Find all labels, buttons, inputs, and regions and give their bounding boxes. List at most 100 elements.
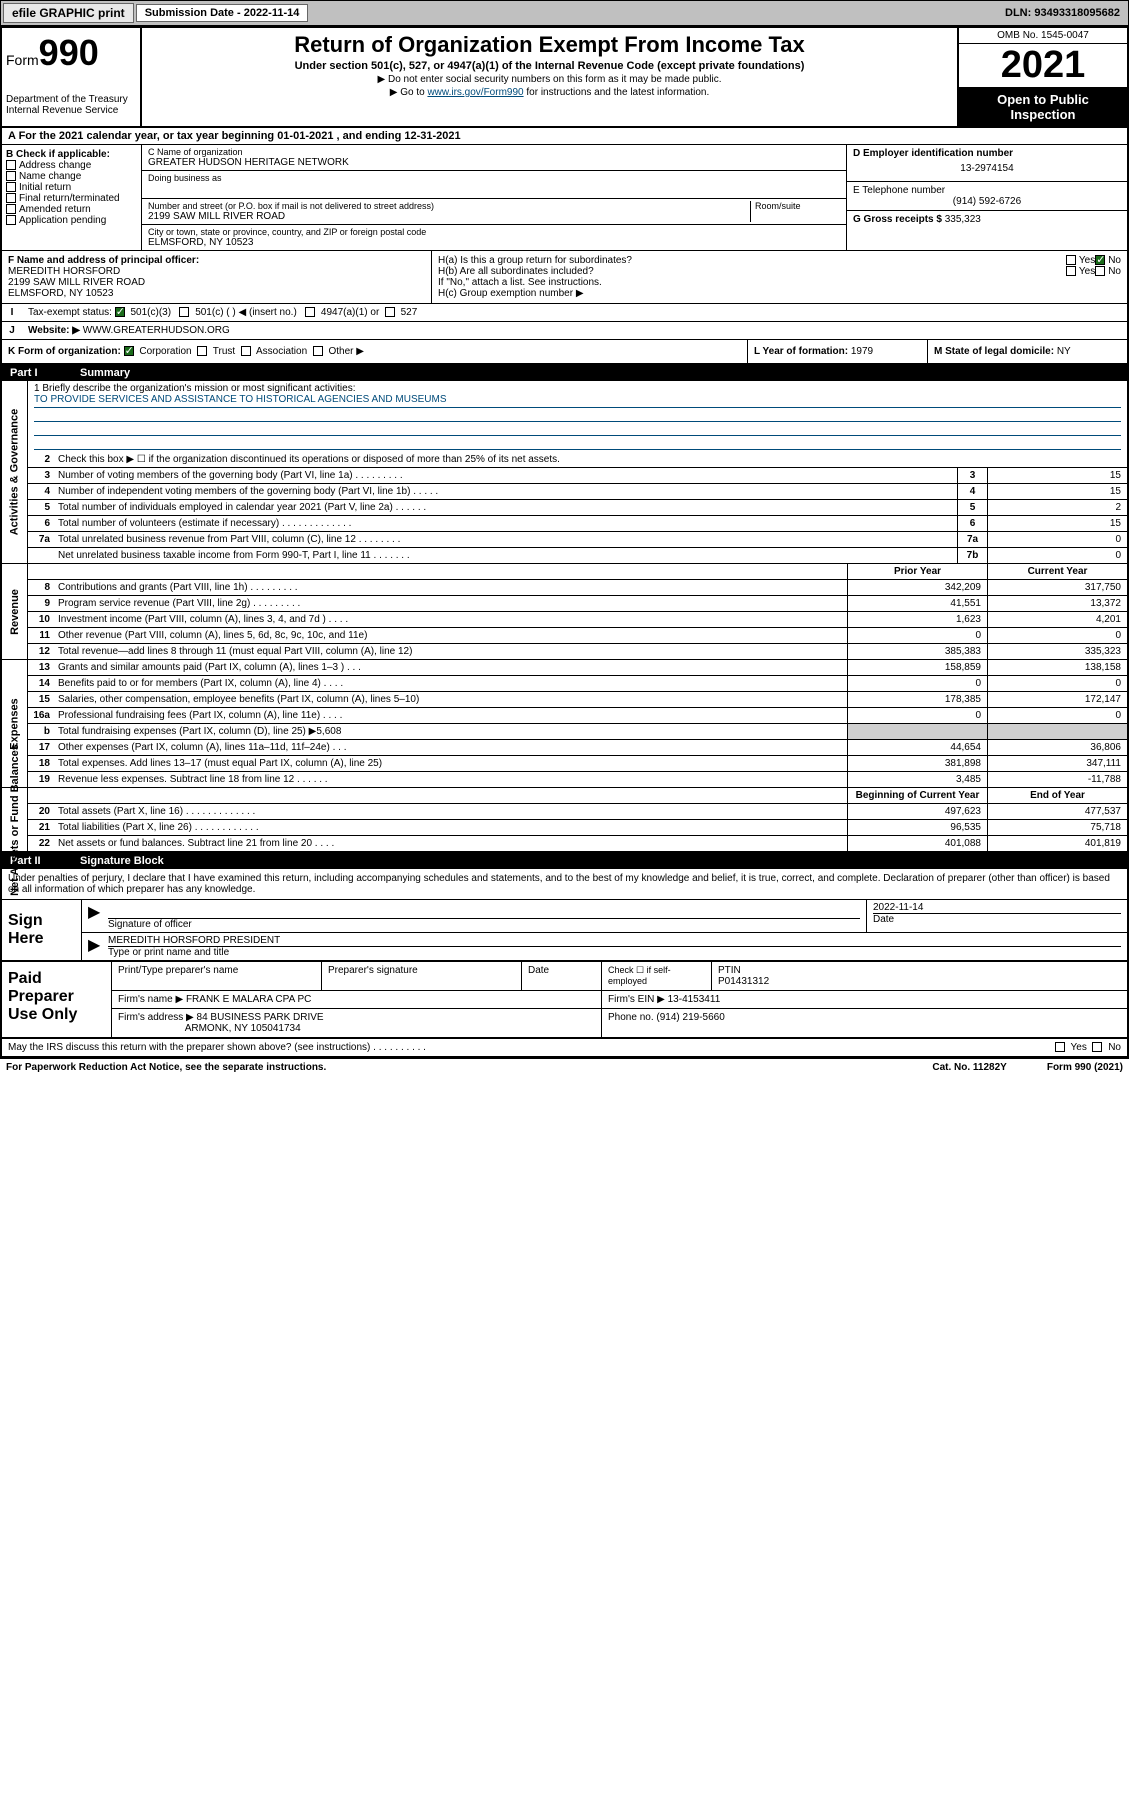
firm-phone: (914) 219-5660 <box>656 1012 724 1023</box>
p16a: 0 <box>847 708 987 723</box>
phone-value: (914) 592-6726 <box>853 196 1121 207</box>
may-irs-no[interactable] <box>1092 1042 1102 1052</box>
b20: 497,623 <box>847 804 987 819</box>
sig-date: 2022-11-14 <box>873 902 1121 913</box>
form-title: Return of Organization Exempt From Incom… <box>150 32 949 58</box>
cb-501c3[interactable] <box>115 307 125 317</box>
firm-ein-label: Firm's EIN ▶ <box>608 994 665 1005</box>
self-employed-cb[interactable]: Check ☐ if self-employed <box>602 962 712 990</box>
ha-yes[interactable] <box>1066 255 1076 265</box>
cb-trust[interactable] <box>197 346 207 356</box>
mission-block: 1 Briefly describe the organization's mi… <box>28 381 1127 452</box>
dept-treasury: Department of the Treasury <box>6 94 136 105</box>
sign-here-label: Sign Here <box>2 900 82 960</box>
c16b <box>987 724 1127 739</box>
sig-date-label: Date <box>873 913 1121 925</box>
hc-label: H(c) Group exemption number ▶ <box>438 288 1121 299</box>
header-left: Form990 Department of the Treasury Inter… <box>2 28 142 126</box>
cb-name-change[interactable]: Name change <box>6 171 137 182</box>
val-4: 15 <box>987 484 1127 499</box>
ein-label: D Employer identification number <box>853 148 1121 159</box>
c10: 4,201 <box>987 612 1127 627</box>
cb-527[interactable] <box>385 307 395 317</box>
cb-corp[interactable] <box>124 346 134 356</box>
line-13: Grants and similar amounts paid (Part IX… <box>54 660 847 675</box>
line-2: Check this box ▶ ☐ if the organization d… <box>54 452 1127 467</box>
p10: 1,623 <box>847 612 987 627</box>
footer: For Paperwork Reduction Act Notice, see … <box>0 1059 1129 1076</box>
b21: 96,535 <box>847 820 987 835</box>
cb-final-return[interactable]: Final return/terminated <box>6 193 137 204</box>
tax-status-label: Tax-exempt status: <box>28 307 112 318</box>
perjury-note: Under penalties of perjury, I declare th… <box>2 869 1127 900</box>
line-12: Total revenue—add lines 8 through 11 (mu… <box>54 644 847 659</box>
line-a-tax-year: A For the 2021 calendar year, or tax yea… <box>2 128 1127 145</box>
goto-note: ▶ Go to www.irs.gov/Form990 for instruct… <box>150 87 949 98</box>
dln: DLN: 93493318095682 <box>1005 7 1128 19</box>
hb-no[interactable] <box>1095 266 1105 276</box>
officer-name: MEREDITH HORSFORD <box>8 266 425 277</box>
p11: 0 <box>847 628 987 643</box>
website-label: Website: ▶ <box>28 325 80 336</box>
cb-4947[interactable] <box>305 307 315 317</box>
prep-date-hdr: Date <box>522 962 602 990</box>
hb-yes[interactable] <box>1066 266 1076 276</box>
ssn-note: ▶ Do not enter social security numbers o… <box>150 74 949 85</box>
col-b-checkboxes: B Check if applicable: Address change Na… <box>2 145 142 250</box>
ha-no[interactable] <box>1095 255 1105 265</box>
form-word: Form <box>6 52 39 68</box>
p16b <box>847 724 987 739</box>
form-org-label: K Form of organization: <box>8 346 121 357</box>
line-8: Contributions and grants (Part VIII, lin… <box>54 580 847 595</box>
col-b-title: B Check if applicable: <box>6 149 137 160</box>
goto-suffix: for instructions and the latest informat… <box>524 87 710 98</box>
cb-address-change[interactable]: Address change <box>6 160 137 171</box>
line-7a: Total unrelated business revenue from Pa… <box>54 532 957 547</box>
e21: 75,718 <box>987 820 1127 835</box>
cb-application-pending[interactable]: Application pending <box>6 215 137 226</box>
officer-label: F Name and address of principal officer: <box>8 255 425 266</box>
current-year-hdr: Current Year <box>987 564 1127 579</box>
may-irs-yes[interactable] <box>1055 1042 1065 1052</box>
c15: 172,147 <box>987 692 1127 707</box>
firm-addr-label: Firm's address ▶ <box>118 1012 194 1023</box>
p17: 44,654 <box>847 740 987 755</box>
mission-question: 1 Briefly describe the organization's mi… <box>34 383 1121 394</box>
c12: 335,323 <box>987 644 1127 659</box>
c8: 317,750 <box>987 580 1127 595</box>
val-3: 15 <box>987 468 1127 483</box>
line-5: Total number of individuals employed in … <box>54 500 957 515</box>
efile-print-button[interactable]: efile GRAPHIC print <box>3 3 134 23</box>
vlabel-revenue: Revenue <box>2 564 28 659</box>
val-7a: 0 <box>987 532 1127 547</box>
irs-link[interactable]: www.irs.gov/Form990 <box>427 87 523 98</box>
firm-ein: 13-4153411 <box>668 994 721 1005</box>
cb-initial-return[interactable]: Initial return <box>6 182 137 193</box>
part-2-header: Part IISignature Block <box>2 853 1127 869</box>
ein-value: 13-2974154 <box>853 159 1121 178</box>
vlabel-netassets: Net Assets or Fund Balances <box>2 788 28 851</box>
cb-other[interactable] <box>313 346 323 356</box>
line-16a: Professional fundraising fees (Part IX, … <box>54 708 847 723</box>
line-20: Total assets (Part X, line 16) . . . . .… <box>54 804 847 819</box>
e22: 401,819 <box>987 836 1127 851</box>
c18: 347,111 <box>987 756 1127 771</box>
c16a: 0 <box>987 708 1127 723</box>
p8: 342,209 <box>847 580 987 595</box>
domicile-label: M State of legal domicile: <box>934 346 1054 357</box>
cb-amended-return[interactable]: Amended return <box>6 204 137 215</box>
cb-501c[interactable] <box>179 307 189 317</box>
val-6: 15 <box>987 516 1127 531</box>
prior-year-hdr: Prior Year <box>847 564 987 579</box>
line-18: Total expenses. Add lines 13–17 (must eq… <box>54 756 847 771</box>
phone-label: E Telephone number <box>853 185 1121 196</box>
hb-note: If "No," attach a list. See instructions… <box>438 277 1121 288</box>
form-subtitle: Under section 501(c), 527, or 4947(a)(1)… <box>150 60 949 72</box>
part-1-header: Part ISummary <box>2 365 1127 381</box>
submission-date: Submission Date - 2022-11-14 <box>136 4 309 22</box>
cb-assoc[interactable] <box>241 346 251 356</box>
city-label: City or town, state or province, country… <box>148 227 840 237</box>
topbar: efile GRAPHIC print Submission Date - 20… <box>0 0 1129 26</box>
header-mid: Return of Organization Exempt From Incom… <box>142 28 957 126</box>
e20: 477,537 <box>987 804 1127 819</box>
